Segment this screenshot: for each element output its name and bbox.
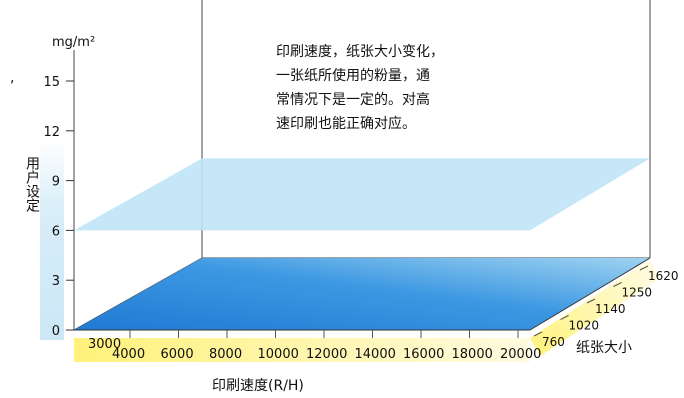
speed-tick-label: 10000	[258, 347, 299, 362]
size-tick-mark	[586, 298, 596, 304]
y-tick-label: 6	[52, 224, 60, 239]
y-tick-label: 3	[52, 274, 60, 289]
size-tick-label: 1250	[622, 286, 653, 300]
speed-tick-label: 20000	[500, 347, 541, 362]
speed-tick-label: 4000	[112, 347, 145, 362]
series-label-user-setting: 用户设定	[24, 156, 40, 213]
speed-tick-label: 3000	[88, 337, 121, 352]
size-tick-label: 1140	[595, 302, 626, 316]
size-tick-label: 760	[542, 335, 565, 349]
user-setting-plane	[74, 158, 650, 231]
y-axis-ticks: 0 3 6 9 12 15	[43, 75, 74, 339]
speed-axis-band	[74, 338, 530, 362]
size-tick-mark	[560, 315, 569, 320]
speed-tick-label: 14000	[355, 347, 396, 362]
speed-tick-label: 12000	[306, 347, 347, 362]
size-axis-band	[530, 260, 660, 356]
annotation-text: 印刷速度，纸张大小变化， 一张纸所使用的粉量，通 常情况下是一定的。对高 速印刷…	[276, 44, 444, 132]
unit-label: mg/m²	[52, 35, 95, 50]
speed-tick-label: 16000	[403, 347, 444, 362]
size-tick-label: 1620	[648, 269, 679, 283]
y-tick-label: 0	[52, 324, 60, 339]
size-tick-mark	[639, 265, 649, 271]
base-plane	[74, 258, 650, 330]
size-tick-label: 1020	[569, 319, 600, 333]
speed-tick-label: 6000	[161, 347, 194, 362]
annotation-line-4: 速印刷也能正确对应。	[276, 115, 416, 132]
speed-tick-label: 18000	[452, 347, 493, 362]
annotation-line-3: 常情况下是一定的。对高	[276, 91, 430, 108]
size-tick-mark	[613, 282, 622, 287]
speed-axis-label: 印刷速度(R/H)	[212, 378, 304, 394]
size-tick-mark	[533, 331, 543, 337]
size-axis-label: 纸张大小	[576, 340, 632, 356]
y-tick-label: 12	[43, 125, 60, 140]
y-tick-label: 15	[43, 75, 60, 90]
annotation-line-1: 印刷速度，纸张大小变化，	[276, 44, 444, 60]
right-depth-edge	[529, 257, 651, 331]
size-axis-ticks: 760 1020 1140 1250 1620	[533, 265, 679, 349]
speed-tick-label: 8000	[209, 347, 242, 362]
stray-comma: ,	[10, 70, 14, 86]
y-tick-label: 9	[52, 175, 60, 190]
annotation-line-2: 一张纸所使用的粉量，通	[276, 67, 430, 84]
y-axis-band	[40, 140, 64, 340]
